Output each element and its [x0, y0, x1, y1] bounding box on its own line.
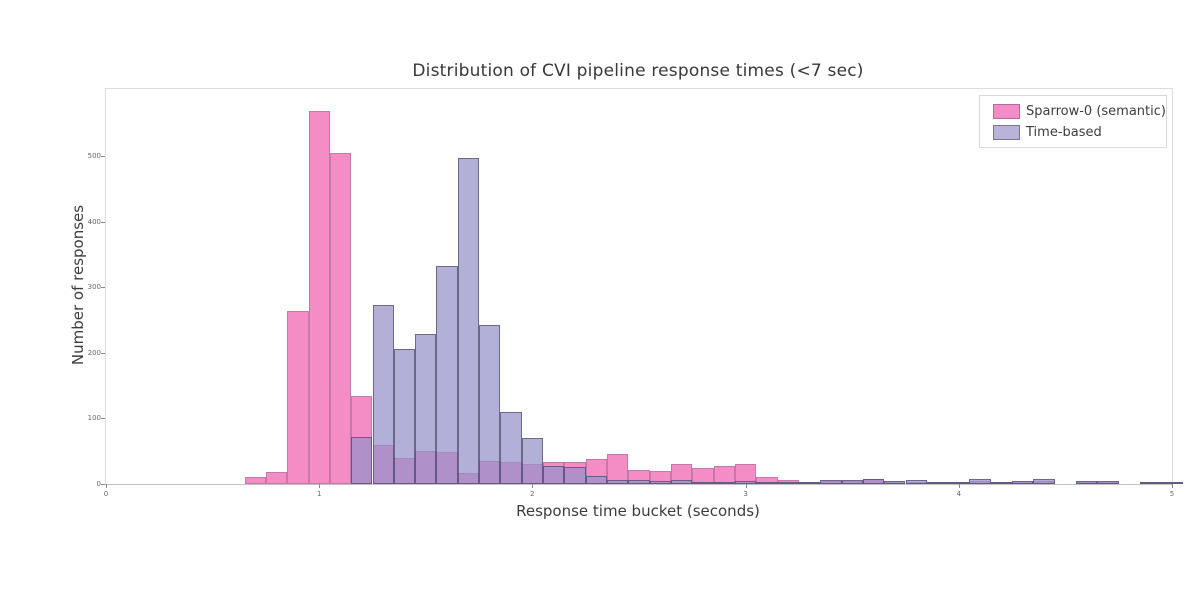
y-tick-500: [101, 155, 105, 157]
legend: Sparrow-0 (semantic) Time-based: [979, 95, 1167, 148]
bar-timebased-3.3s: [798, 482, 821, 484]
y-tick-300: [101, 287, 105, 289]
x-tick-0: [106, 484, 107, 488]
bar-timebased-2.5s: [628, 480, 650, 484]
bar-timebased-1.9s: [500, 412, 522, 484]
bar-timebased-3.0s: [734, 480, 757, 484]
bar-timebased-3.5s: [841, 480, 863, 484]
bar-timebased-2.4s: [607, 480, 629, 484]
bar-timebased-3.7s: [884, 480, 906, 484]
legend-swatch-timebased: [993, 124, 1020, 140]
legend-swatch-sparrow: [993, 103, 1020, 119]
bar-timebased-3.1s: [756, 482, 778, 484]
x-tick-5: [1172, 484, 1173, 488]
bar-timebased-3.6s: [862, 479, 885, 484]
bar-timebased-2.9s: [713, 482, 735, 484]
bar-timebased-3.2s: [777, 482, 799, 484]
x-tick-1: [319, 484, 321, 488]
bar-timebased-1.2s: [351, 436, 373, 484]
x-tick-label-5: 5: [1169, 490, 1175, 498]
y-tick-label-400: 400: [87, 217, 101, 226]
bar-timebased-4.4s: [1033, 479, 1055, 484]
bar-timebased-5.0s: [1161, 482, 1183, 484]
bar-timebased-1.4s: [393, 348, 416, 484]
y-tick-label-100: 100: [87, 414, 101, 423]
bar-timebased-4.1s: [969, 479, 991, 484]
bar-timebased-4.9s: [1140, 482, 1162, 484]
x-tick-3: [745, 484, 747, 488]
chart-title: Distribution of CVI pipeline response ti…: [412, 61, 864, 81]
bar-timebased-3.9s: [926, 482, 949, 484]
plot-area: Sparrow-0 (semantic) Time-based 0 1 2 3 4 5 0 1…: [88, 88, 1183, 498]
bar-sparrow-1.1s: [329, 153, 352, 484]
x-tick-label-0: 0: [103, 490, 109, 498]
bar-timebased-2.0s: [521, 438, 544, 484]
y-tick-label-500: 500: [87, 151, 101, 160]
bar-timebased-2.3s: [585, 476, 607, 484]
legend-label-sparrow: Sparrow-0 (semantic): [1026, 103, 1166, 119]
bar-timebased-3.4s: [820, 480, 842, 484]
x-tick-label-2: 2: [530, 490, 535, 498]
bar-sparrow-0.8s: [265, 472, 288, 484]
y-tick-label-0: 0: [96, 480, 101, 488]
x-axis-label: Response time bucket (seconds): [516, 502, 760, 520]
y-tick-0: [101, 484, 105, 485]
x-tick-4: [958, 484, 960, 488]
x-tick-label-3: 3: [743, 490, 748, 498]
y-tick-label-200: 200: [87, 348, 101, 357]
bar-timebased-2.7s: [670, 480, 693, 484]
legend-item-timebased: Time-based: [993, 124, 1166, 140]
bar-timebased-3.8s: [905, 480, 927, 484]
x-tick-label-4: 4: [956, 490, 962, 498]
bar-timebased-4.2s: [990, 482, 1013, 484]
bar-sparrow-1.0s: [308, 110, 330, 484]
y-tick-100: [101, 418, 105, 420]
bar-timebased-1.5s: [415, 333, 437, 484]
bar-timebased-4.3s: [1012, 480, 1034, 484]
legend-item-sparrow: Sparrow-0 (semantic): [993, 103, 1166, 119]
bar-timebased-2.1s: [543, 465, 565, 484]
y-tick-200: [101, 352, 105, 354]
y-tick-400: [101, 221, 105, 223]
bar-timebased-1.3s: [372, 304, 394, 484]
bar-timebased-4.0s: [948, 482, 970, 484]
x-tick-2: [532, 484, 534, 488]
bar-sparrow-0.9s: [287, 311, 309, 484]
bar-timebased-4.7s: [1097, 480, 1119, 484]
bar-timebased-2.6s: [649, 480, 671, 484]
x-tick-label-1: 1: [316, 490, 322, 498]
y-tick-label-300: 300: [87, 283, 101, 292]
bar-timebased-4.6s: [1076, 481, 1098, 484]
bar-timebased-1.8s: [479, 324, 501, 484]
bar-timebased-2.8s: [692, 482, 714, 484]
bar-timebased-1.6s: [436, 266, 458, 484]
legend-label-timebased: Time-based: [1026, 124, 1102, 140]
bar-timebased-1.7s: [457, 157, 480, 484]
bar-sparrow-0.7s: [244, 476, 266, 484]
bar-timebased-2.2s: [564, 466, 586, 484]
